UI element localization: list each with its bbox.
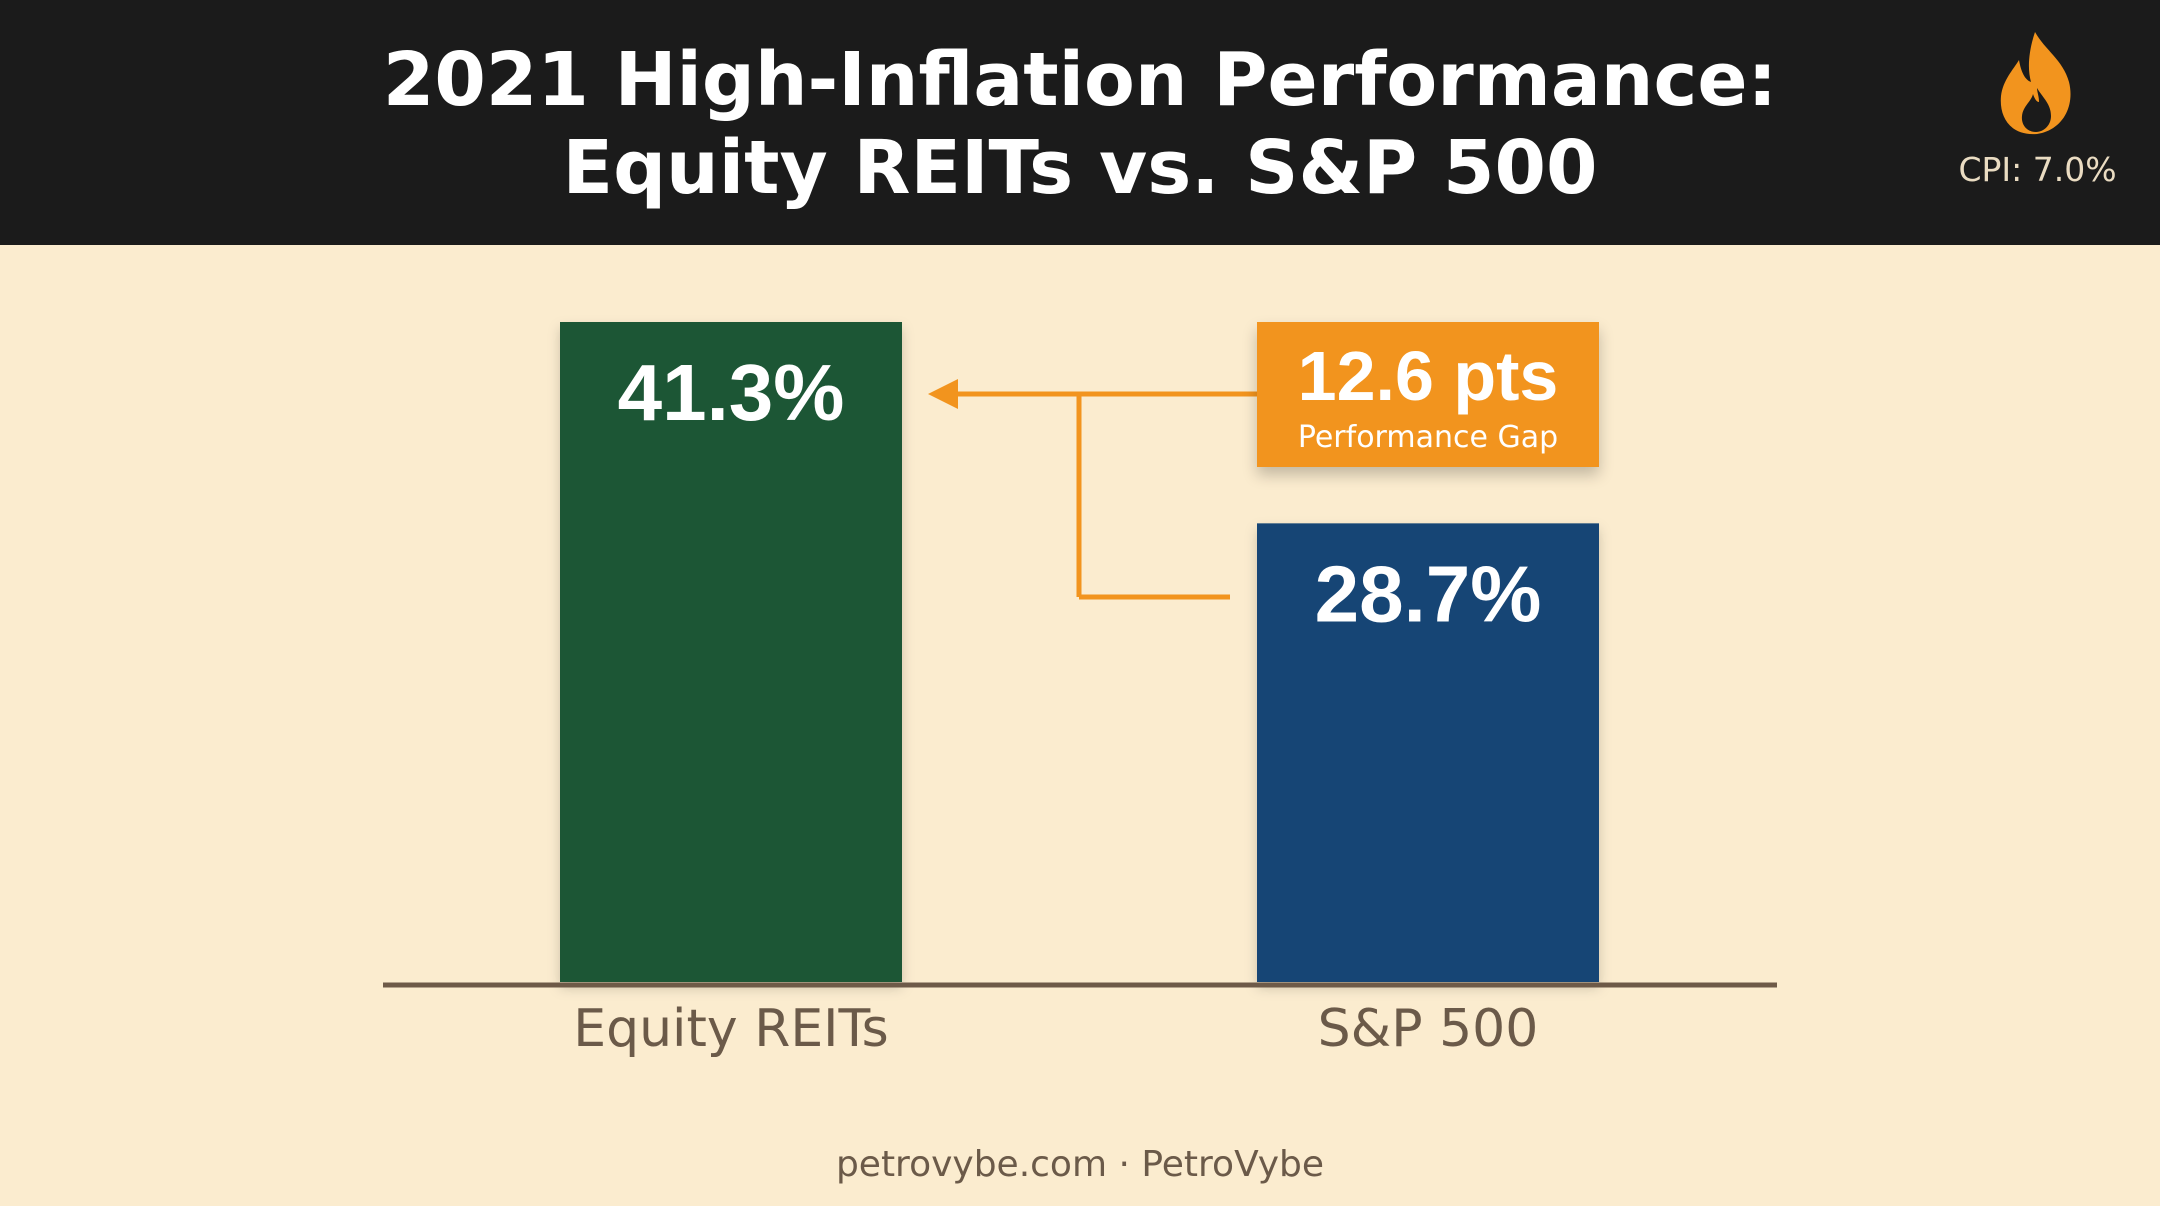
gap-arrow-head	[928, 379, 958, 409]
category-label: S&P 500	[1318, 999, 1539, 1059]
bar-value-label: 41.3%	[618, 348, 845, 437]
chart-title-line-2: Equity REITs vs. S&P 500	[562, 125, 1598, 211]
cpi-label: CPI: 7.0%	[1958, 150, 2117, 189]
gap-value: 12.6 pts	[1297, 337, 1559, 415]
chart-title-line-1: 2021 High-Inflation Performance:	[382, 37, 1778, 123]
gap-label: Performance Gap	[1297, 420, 1559, 455]
flame-icon	[2000, 32, 2071, 135]
footer-credit: petrovybe.com · PetroVybe	[835, 1144, 1325, 1185]
bar-sp500	[1257, 523, 1599, 982]
performance-gap-callout: 12.6 pts Performance Gap	[1257, 322, 1599, 467]
bar-value-label: 28.7%	[1315, 549, 1542, 638]
header-bar: 2021 High-Inflation Performance: Equity …	[0, 0, 2160, 245]
category-label: Equity REITs	[573, 999, 889, 1059]
bar-equity-reits	[560, 322, 902, 982]
gap-connector	[950, 391, 1257, 600]
bar-chart: 41.3% Equity REITs 28.7% S&P 500	[383, 322, 1777, 1059]
